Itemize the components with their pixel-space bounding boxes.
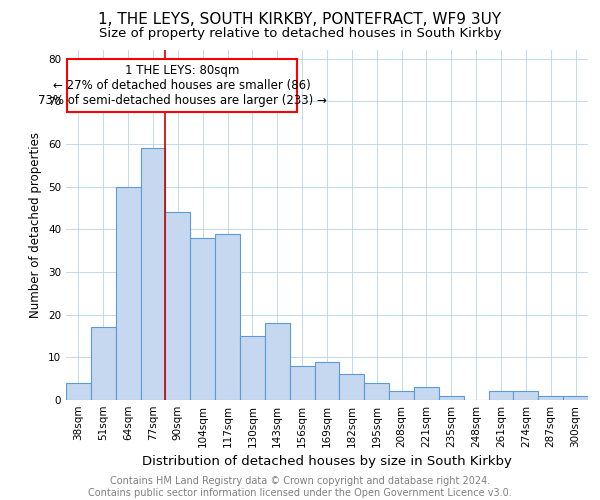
- Bar: [364, 383, 389, 400]
- Bar: [538, 396, 563, 400]
- Bar: [488, 392, 514, 400]
- Bar: [265, 323, 290, 400]
- Bar: [140, 148, 166, 400]
- Bar: [439, 396, 464, 400]
- Bar: [414, 387, 439, 400]
- Bar: [166, 212, 190, 400]
- Y-axis label: Number of detached properties: Number of detached properties: [29, 132, 43, 318]
- Bar: [116, 186, 140, 400]
- Text: 1, THE LEYS, SOUTH KIRKBY, PONTEFRACT, WF9 3UY: 1, THE LEYS, SOUTH KIRKBY, PONTEFRACT, W…: [98, 12, 502, 28]
- Bar: [314, 362, 340, 400]
- FancyBboxPatch shape: [67, 58, 297, 112]
- Bar: [215, 234, 240, 400]
- Bar: [340, 374, 364, 400]
- Bar: [66, 383, 91, 400]
- Bar: [290, 366, 314, 400]
- Bar: [514, 392, 538, 400]
- X-axis label: Distribution of detached houses by size in South Kirkby: Distribution of detached houses by size …: [142, 456, 512, 468]
- Bar: [91, 328, 116, 400]
- Bar: [190, 238, 215, 400]
- Text: Size of property relative to detached houses in South Kirkby: Size of property relative to detached ho…: [99, 28, 501, 40]
- Bar: [389, 392, 414, 400]
- Bar: [563, 396, 588, 400]
- Bar: [240, 336, 265, 400]
- Text: 1 THE LEYS: 80sqm
← 27% of detached houses are smaller (86)
73% of semi-detached: 1 THE LEYS: 80sqm ← 27% of detached hous…: [38, 64, 326, 106]
- Text: Contains HM Land Registry data © Crown copyright and database right 2024.
Contai: Contains HM Land Registry data © Crown c…: [88, 476, 512, 498]
